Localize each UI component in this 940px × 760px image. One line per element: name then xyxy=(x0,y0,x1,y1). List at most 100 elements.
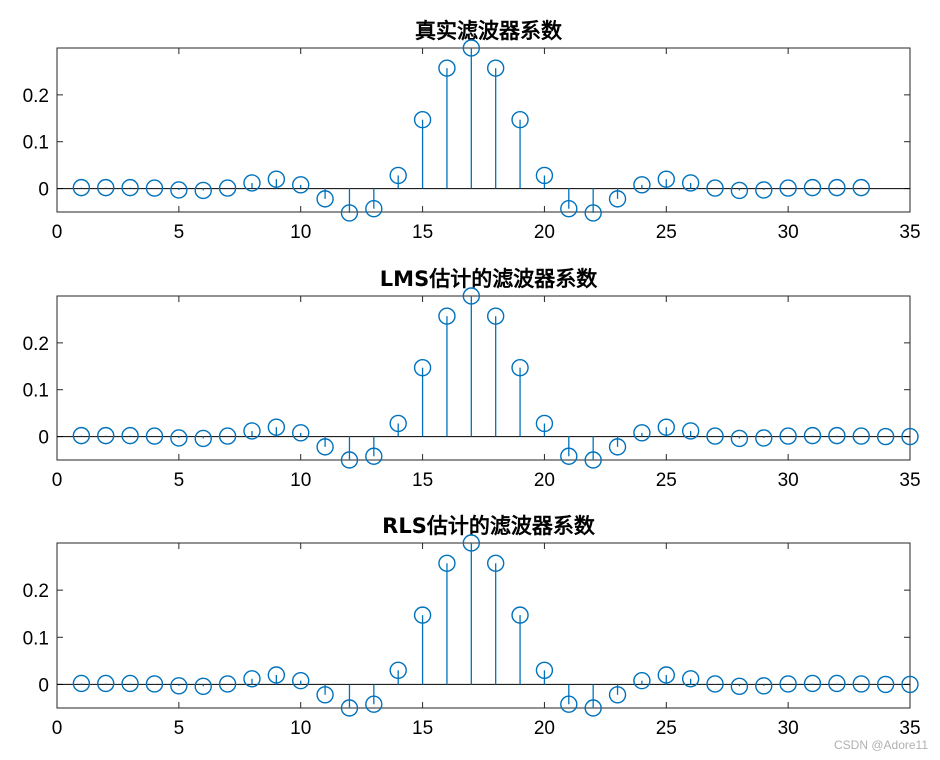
stem-marker xyxy=(218,427,237,445)
stem-marker xyxy=(218,179,237,197)
stem-marker xyxy=(72,426,91,445)
stem-marker xyxy=(486,307,505,325)
stem-marker xyxy=(121,178,139,197)
subplot-3: 0 5 10 15 20 25 30 35 0 0.1 0.2 RLS估计的滤波器系数 xyxy=(23,514,921,739)
stem-marker xyxy=(97,178,115,197)
stem-marker xyxy=(243,174,261,192)
axes-box xyxy=(56,542,911,709)
stem-marker xyxy=(145,675,164,693)
x-tick-label: 10 xyxy=(290,470,311,491)
stem-marker xyxy=(730,677,749,696)
stem-marker xyxy=(560,695,578,713)
watermark: CSDN @Adore11 xyxy=(834,738,928,752)
stem-marker xyxy=(779,179,797,197)
stem-marker xyxy=(828,674,846,693)
stem-marker xyxy=(852,178,870,197)
stem-marker xyxy=(97,674,115,693)
stem-marker xyxy=(633,424,651,442)
stem-marker xyxy=(803,674,822,693)
axes-box xyxy=(56,47,911,213)
y-tick-label: 0.2 xyxy=(23,581,49,602)
x-tick-label: 15 xyxy=(412,222,433,243)
stem-marker xyxy=(170,181,188,199)
stem-marker xyxy=(194,181,212,200)
x-tick-label: 0 xyxy=(52,470,63,491)
stem-marker xyxy=(365,695,383,713)
y-tick-label: 0 xyxy=(38,180,49,201)
stem-marker xyxy=(803,178,822,197)
stem-marker xyxy=(876,427,895,446)
y-tick-label: 0.1 xyxy=(23,381,49,402)
x-tick-label: 25 xyxy=(656,718,677,739)
stem-marker xyxy=(608,686,627,704)
stem-marker xyxy=(292,176,310,194)
stem-marker xyxy=(706,675,724,693)
x-tick-label: 20 xyxy=(534,470,555,491)
y-tick-label: 0 xyxy=(38,428,49,449)
stem-marker xyxy=(316,190,334,208)
stem-marker xyxy=(535,661,554,679)
x-tick-label: 30 xyxy=(778,718,799,739)
stem-marker xyxy=(584,699,602,717)
stem-marker xyxy=(901,675,919,694)
stem-marker xyxy=(292,671,310,690)
stem-marker xyxy=(608,438,627,456)
x-tick-label: 0 xyxy=(52,222,63,243)
x-tick-label: 5 xyxy=(174,222,185,243)
y-tick-label: 0.1 xyxy=(23,133,49,154)
stem-marker xyxy=(681,422,700,440)
x-tick-label: 25 xyxy=(656,470,677,491)
y-tick-label: 0.2 xyxy=(23,334,49,355)
stem-marker xyxy=(243,670,261,688)
stem-marker xyxy=(145,427,164,445)
stem-marker xyxy=(633,176,651,194)
stem-marker xyxy=(755,677,773,695)
stem-marker xyxy=(901,427,919,446)
stem-marker xyxy=(389,414,407,433)
stem-marker xyxy=(657,666,675,684)
subplot-title: RLS估计的滤波器系数 xyxy=(382,514,596,538)
stem-marker xyxy=(267,418,286,436)
stem-marker xyxy=(486,59,505,77)
stem-marker xyxy=(218,675,237,693)
x-tick-label: 5 xyxy=(174,470,185,491)
stem-marker xyxy=(462,534,481,552)
x-tick-label: 15 xyxy=(412,470,433,491)
stem-marker xyxy=(730,181,749,200)
x-tick-label: 5 xyxy=(174,718,185,739)
stem-marker xyxy=(121,674,139,693)
stem-marker xyxy=(194,429,212,448)
stem-marker xyxy=(145,179,164,197)
x-tick-label: 35 xyxy=(899,470,920,491)
stem-marker xyxy=(389,661,407,679)
stem-marker xyxy=(608,190,627,208)
stem-marker xyxy=(755,181,773,199)
x-tick-label: 10 xyxy=(290,718,311,739)
stem-marker xyxy=(560,447,578,465)
stem-marker xyxy=(852,675,870,693)
x-tick-label: 20 xyxy=(534,718,555,739)
stem-marker xyxy=(413,606,432,624)
stem-marker xyxy=(535,166,554,185)
stem-marker xyxy=(267,666,286,684)
stem-marker xyxy=(316,438,334,456)
stem-marker xyxy=(413,110,432,129)
stem-marker xyxy=(681,174,700,192)
stem-marker xyxy=(462,287,481,305)
stem-marker xyxy=(706,179,724,197)
stem-marker xyxy=(779,427,797,445)
x-tick-label: 35 xyxy=(899,718,920,739)
axes-box xyxy=(56,295,911,461)
stem-marker xyxy=(340,451,359,469)
x-tick-label: 30 xyxy=(778,222,799,243)
stem-marker xyxy=(486,554,505,572)
stem-marker xyxy=(243,422,261,440)
stem-marker xyxy=(803,426,822,445)
x-tick-label: 35 xyxy=(899,222,920,243)
stem-marker xyxy=(755,429,773,447)
stem-marker xyxy=(438,307,456,325)
stem-marker xyxy=(316,686,334,704)
stem-marker xyxy=(194,677,212,696)
stem-marker xyxy=(97,426,115,445)
